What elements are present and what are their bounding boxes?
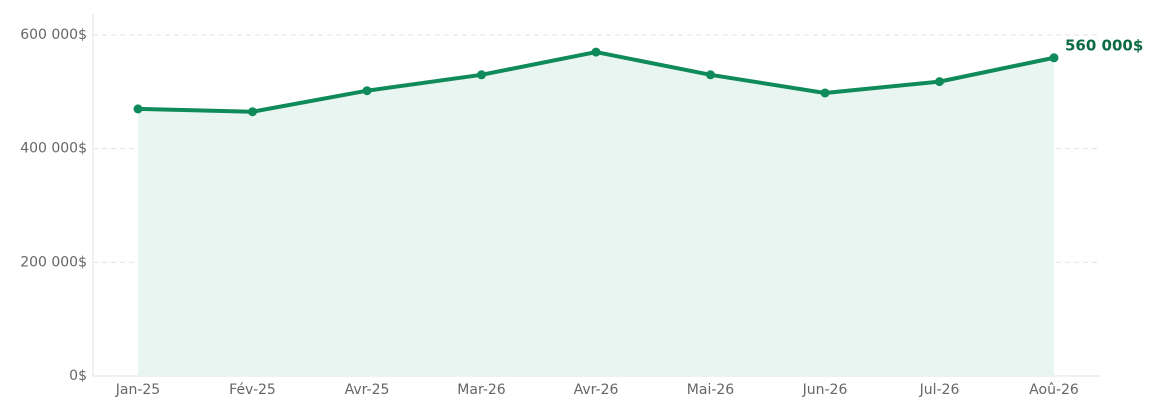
y-tick-label: 0$ — [69, 368, 87, 384]
x-tick-label: Jul-26 — [919, 382, 960, 398]
x-tick-label: Avr-26 — [574, 382, 619, 398]
y-tick-label: 600 000$ — [20, 27, 87, 43]
x-tick-label: Fév-25 — [229, 382, 276, 398]
area — [138, 52, 1054, 377]
y-tick-label: 200 000$ — [20, 254, 87, 270]
point — [706, 70, 715, 80]
x-tick-label: Mai-26 — [687, 382, 735, 398]
point — [477, 70, 486, 80]
x-tick-label: Jan-25 — [115, 382, 160, 398]
value-label: 560 000$ — [1065, 36, 1143, 54]
y-tick-label: 400 000$ — [20, 141, 87, 157]
point — [133, 104, 143, 114]
x-tick-label: Avr-25 — [345, 382, 390, 398]
point — [935, 77, 944, 87]
point — [820, 88, 830, 98]
x-tick-label: Jun-26 — [802, 382, 848, 398]
point — [362, 86, 372, 96]
x-tick-label: Mar-26 — [457, 382, 505, 398]
x-tick-label: Aoû-26 — [1029, 382, 1079, 398]
point — [1049, 53, 1059, 63]
point — [591, 47, 601, 57]
point — [248, 107, 257, 117]
